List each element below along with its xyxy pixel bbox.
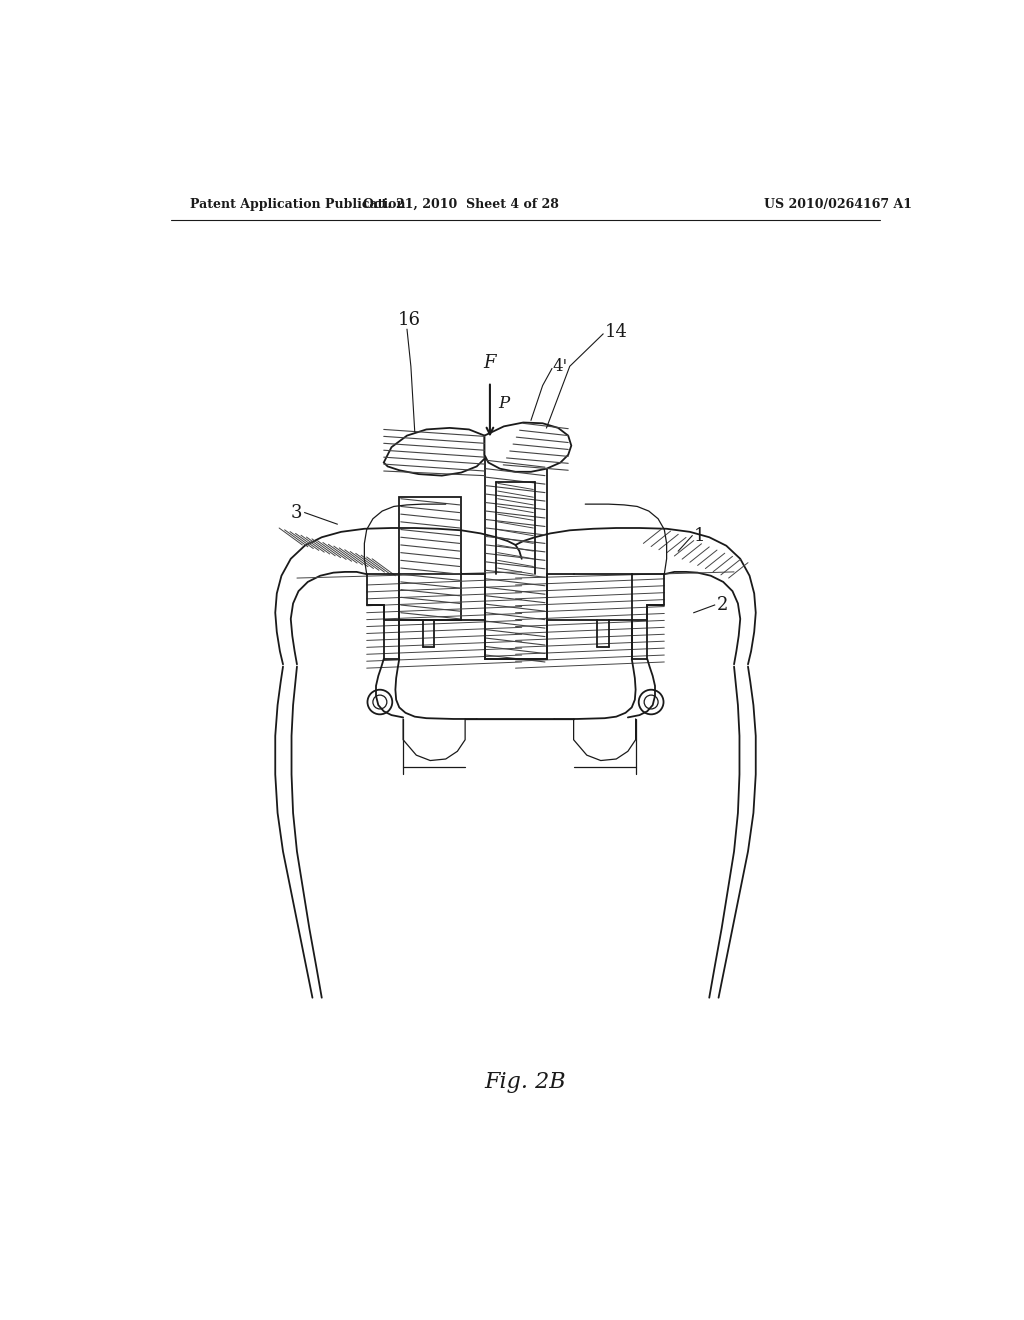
Text: Fig. 2B: Fig. 2B bbox=[484, 1072, 565, 1093]
Text: 14: 14 bbox=[604, 322, 628, 341]
Text: Oct. 21, 2010  Sheet 4 of 28: Oct. 21, 2010 Sheet 4 of 28 bbox=[364, 198, 559, 211]
Polygon shape bbox=[399, 573, 461, 620]
Polygon shape bbox=[399, 498, 461, 574]
Text: F: F bbox=[483, 355, 497, 372]
Text: P: P bbox=[499, 395, 510, 412]
Text: 2: 2 bbox=[717, 597, 728, 614]
Text: 16: 16 bbox=[397, 312, 421, 329]
Text: 3: 3 bbox=[291, 504, 302, 521]
Text: 1: 1 bbox=[693, 527, 706, 545]
Text: Patent Application Publication: Patent Application Publication bbox=[190, 198, 406, 211]
Text: 4': 4' bbox=[553, 358, 568, 375]
Polygon shape bbox=[484, 459, 547, 659]
Polygon shape bbox=[484, 422, 571, 471]
Text: US 2010/0264167 A1: US 2010/0264167 A1 bbox=[764, 198, 911, 211]
Polygon shape bbox=[384, 428, 484, 475]
